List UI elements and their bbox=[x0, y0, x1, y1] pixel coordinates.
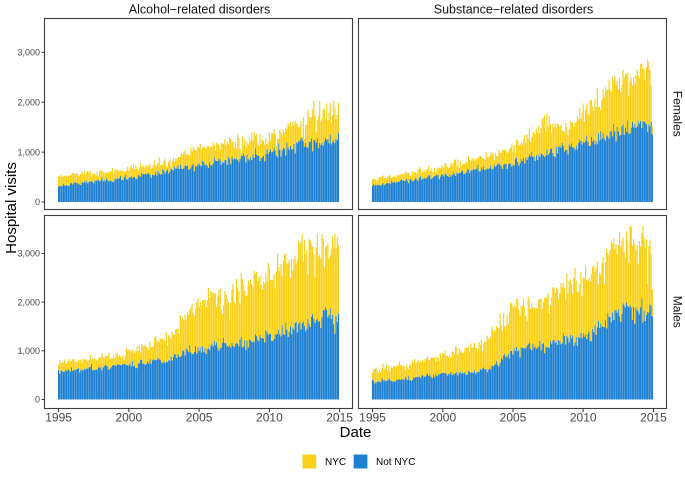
svg-text:2000: 2000 bbox=[115, 411, 142, 425]
svg-text:2,000: 2,000 bbox=[17, 297, 40, 307]
svg-text:Alcohol−related disorders: Alcohol−related disorders bbox=[129, 3, 270, 17]
svg-text:1995: 1995 bbox=[359, 411, 386, 425]
svg-text:Date: Date bbox=[340, 424, 372, 441]
svg-text:1,000: 1,000 bbox=[17, 346, 40, 356]
svg-text:0: 0 bbox=[35, 395, 40, 405]
svg-text:1,000: 1,000 bbox=[17, 147, 40, 157]
svg-text:3,000: 3,000 bbox=[17, 48, 40, 58]
svg-text:0: 0 bbox=[35, 197, 40, 207]
svg-text:Not NYC: Not NYC bbox=[376, 457, 415, 468]
svg-text:NYC: NYC bbox=[325, 457, 346, 468]
svg-text:Females: Females bbox=[671, 91, 685, 137]
svg-text:2010: 2010 bbox=[256, 411, 283, 425]
svg-text:Males: Males bbox=[671, 296, 685, 328]
svg-text:2005: 2005 bbox=[500, 411, 527, 425]
svg-text:2005: 2005 bbox=[186, 411, 213, 425]
svg-text:3,000: 3,000 bbox=[17, 249, 40, 259]
svg-text:2000: 2000 bbox=[429, 411, 456, 425]
svg-text:Substance−related disorders: Substance−related disorders bbox=[434, 3, 593, 17]
svg-text:Hospital visits: Hospital visits bbox=[3, 162, 20, 254]
svg-text:2010: 2010 bbox=[570, 411, 597, 425]
svg-text:2015: 2015 bbox=[640, 411, 667, 425]
svg-text:2,000: 2,000 bbox=[17, 97, 40, 107]
svg-text:1995: 1995 bbox=[45, 411, 72, 425]
svg-text:2015: 2015 bbox=[326, 411, 353, 425]
